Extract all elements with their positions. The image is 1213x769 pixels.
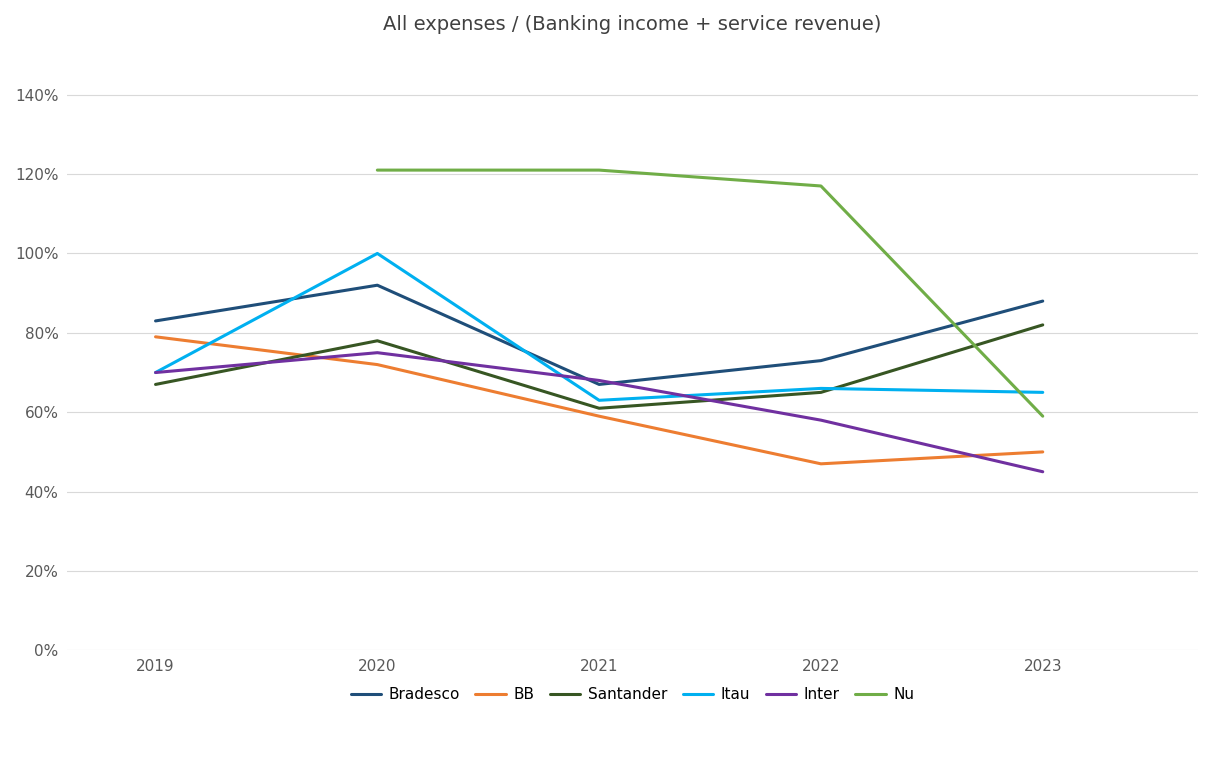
Nu <box>1036 411 1050 421</box>
Santander <box>1036 320 1050 329</box>
Nu <box>814 181 828 191</box>
Itau <box>1036 388 1050 397</box>
Nu <box>370 165 385 175</box>
Santander <box>370 336 385 345</box>
Itau <box>814 384 828 393</box>
Line: Inter: Inter <box>155 353 1043 471</box>
Inter <box>592 376 606 385</box>
Line: Bradesco: Bradesco <box>155 285 1043 384</box>
BB <box>1036 448 1050 457</box>
Bradesco <box>148 316 163 325</box>
Bradesco <box>814 356 828 365</box>
Inter <box>148 368 163 377</box>
Santander <box>592 404 606 413</box>
BB <box>148 332 163 341</box>
BB <box>592 411 606 421</box>
Itau <box>370 249 385 258</box>
Title: All expenses / (Banking income + service revenue): All expenses / (Banking income + service… <box>383 15 882 34</box>
Line: Nu: Nu <box>377 170 1043 416</box>
Itau <box>592 396 606 405</box>
Line: Santander: Santander <box>155 325 1043 408</box>
Inter <box>1036 467 1050 476</box>
Inter <box>814 415 828 424</box>
BB <box>814 459 828 468</box>
Bradesco <box>370 281 385 290</box>
Nu <box>592 165 606 175</box>
Inter <box>370 348 385 358</box>
Santander <box>814 388 828 397</box>
Bradesco <box>1036 297 1050 306</box>
Legend: Bradesco, BB, Santander, Itau, Inter, Nu: Bradesco, BB, Santander, Itau, Inter, Nu <box>344 681 921 708</box>
Santander <box>148 380 163 389</box>
Itau <box>148 368 163 377</box>
Bradesco <box>592 380 606 389</box>
Line: Itau: Itau <box>155 254 1043 401</box>
Line: BB: BB <box>155 337 1043 464</box>
BB <box>370 360 385 369</box>
